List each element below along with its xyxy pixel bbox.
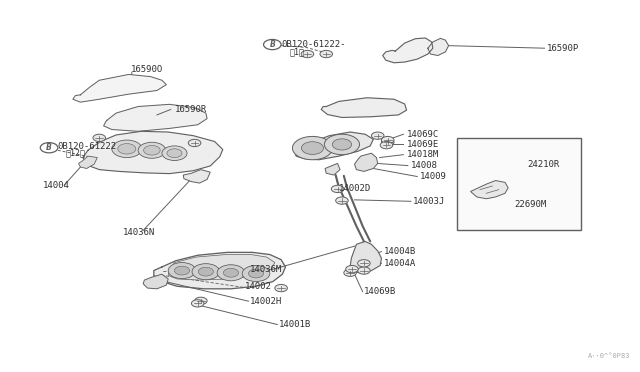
- Text: 14008: 14008: [411, 161, 438, 170]
- Circle shape: [242, 266, 270, 282]
- Bar: [457, 138, 581, 230]
- Text: （12）: （12）: [66, 149, 86, 158]
- Polygon shape: [183, 170, 211, 183]
- Text: B: B: [46, 143, 52, 152]
- Polygon shape: [295, 132, 373, 160]
- Text: 14002H: 14002H: [250, 297, 282, 306]
- Circle shape: [380, 141, 393, 149]
- Text: B: B: [269, 40, 275, 49]
- Circle shape: [217, 265, 244, 281]
- Circle shape: [292, 137, 333, 160]
- Circle shape: [358, 260, 370, 267]
- Polygon shape: [470, 180, 508, 199]
- Text: 14004: 14004: [43, 181, 70, 190]
- Circle shape: [143, 145, 160, 155]
- Text: 16590R: 16590R: [175, 105, 207, 114]
- Circle shape: [344, 269, 356, 276]
- Circle shape: [138, 142, 166, 158]
- Circle shape: [162, 146, 187, 160]
- Text: 14036M: 14036M: [250, 265, 282, 274]
- Circle shape: [195, 297, 207, 304]
- Circle shape: [301, 50, 314, 58]
- Text: 16590O: 16590O: [131, 65, 163, 74]
- Circle shape: [248, 269, 264, 278]
- Circle shape: [332, 185, 344, 193]
- Circle shape: [175, 266, 189, 275]
- Text: 16590P: 16590P: [547, 44, 579, 53]
- Text: 0B120-61222: 0B120-61222: [58, 142, 117, 151]
- Circle shape: [118, 144, 136, 154]
- Circle shape: [112, 140, 142, 158]
- Circle shape: [371, 132, 384, 140]
- Circle shape: [264, 39, 281, 49]
- Circle shape: [191, 300, 204, 307]
- Text: 14002: 14002: [244, 282, 271, 291]
- Circle shape: [40, 142, 58, 153]
- Polygon shape: [325, 163, 340, 175]
- Text: 22690M: 22690M: [515, 200, 547, 209]
- Circle shape: [332, 139, 351, 150]
- Circle shape: [93, 134, 106, 141]
- Text: 14036N: 14036N: [122, 228, 155, 237]
- Polygon shape: [104, 104, 207, 131]
- Text: 14003J: 14003J: [413, 197, 445, 206]
- Circle shape: [346, 266, 358, 273]
- Polygon shape: [355, 153, 378, 171]
- Text: 24210R: 24210R: [527, 160, 559, 169]
- Text: 0B120-61222-: 0B120-61222-: [281, 40, 346, 49]
- Circle shape: [192, 264, 220, 280]
- Polygon shape: [143, 274, 168, 289]
- Circle shape: [336, 197, 348, 204]
- Circle shape: [223, 268, 239, 277]
- Polygon shape: [73, 74, 166, 102]
- Polygon shape: [154, 252, 285, 289]
- Circle shape: [198, 267, 213, 276]
- Circle shape: [381, 139, 394, 146]
- Text: 14069C: 14069C: [406, 130, 439, 139]
- Text: 14004B: 14004B: [384, 247, 416, 256]
- Text: 14001B: 14001B: [279, 320, 312, 329]
- Circle shape: [301, 142, 323, 154]
- Polygon shape: [168, 254, 275, 280]
- Circle shape: [320, 50, 333, 58]
- Text: 14069B: 14069B: [364, 287, 396, 296]
- Circle shape: [358, 267, 370, 274]
- Polygon shape: [428, 38, 449, 55]
- Circle shape: [324, 134, 360, 155]
- Text: 14004A: 14004A: [384, 259, 416, 268]
- Polygon shape: [350, 241, 381, 273]
- Text: （1）: （1）: [289, 47, 304, 56]
- Circle shape: [381, 137, 394, 144]
- Polygon shape: [383, 38, 433, 63]
- Text: 14002D: 14002D: [339, 185, 371, 193]
- Circle shape: [167, 149, 182, 158]
- Polygon shape: [79, 156, 97, 169]
- Text: 14018M: 14018M: [406, 150, 439, 159]
- Text: 14009: 14009: [420, 172, 447, 181]
- Circle shape: [275, 285, 287, 292]
- Text: 14069E: 14069E: [406, 140, 439, 149]
- Polygon shape: [83, 131, 223, 174]
- Text: A··0^°0P83: A··0^°0P83: [588, 353, 630, 359]
- Circle shape: [188, 140, 201, 147]
- Polygon shape: [321, 98, 406, 118]
- Circle shape: [168, 263, 196, 279]
